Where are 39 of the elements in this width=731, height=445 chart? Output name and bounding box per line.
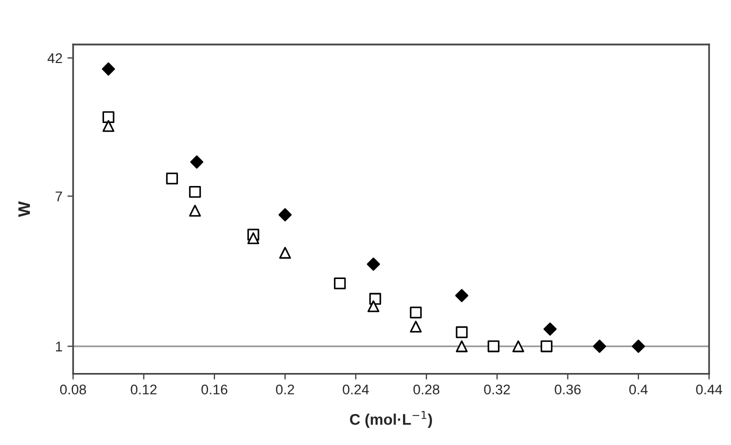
y-tick-label: 7 — [56, 192, 62, 202]
x-tick-label: 0.44 — [696, 384, 722, 394]
x-tick-label: 0.08 — [60, 384, 86, 394]
point — [488, 340, 500, 352]
point — [632, 340, 645, 353]
x-tick-label: 0.32 — [484, 384, 510, 394]
point — [410, 320, 422, 333]
point — [544, 322, 557, 336]
point — [410, 306, 422, 318]
point — [455, 288, 468, 302]
point — [166, 172, 178, 184]
x-tick-label: 0.12 — [130, 384, 157, 394]
x-tick-label: 0.4 — [629, 384, 648, 394]
x-tick-label: 0.16 — [201, 384, 228, 394]
x-tick-label: 0.2 — [276, 384, 294, 394]
point — [278, 208, 292, 222]
point — [189, 186, 201, 198]
point — [190, 155, 204, 169]
point — [368, 300, 380, 312]
point — [366, 258, 380, 271]
point — [456, 340, 468, 352]
y-axis-title: W — [18, 201, 30, 217]
point — [540, 340, 552, 352]
x-tick-label: 0.28 — [413, 384, 440, 394]
x-tick-label: 0.36 — [554, 384, 581, 394]
x-axis-title: C (mol·L$^{−1}$) — [350, 411, 432, 428]
point — [334, 277, 346, 290]
point — [102, 120, 114, 132]
point — [102, 62, 116, 76]
y-tick-label: 42 — [48, 53, 62, 63]
point — [456, 326, 468, 338]
point — [592, 340, 606, 353]
point — [512, 340, 524, 352]
x-tick-label: 0.24 — [342, 384, 369, 394]
y-tick-label: 1 — [56, 342, 62, 352]
point — [102, 111, 114, 124]
point — [189, 204, 201, 217]
point — [247, 232, 260, 244]
point — [279, 246, 292, 259]
